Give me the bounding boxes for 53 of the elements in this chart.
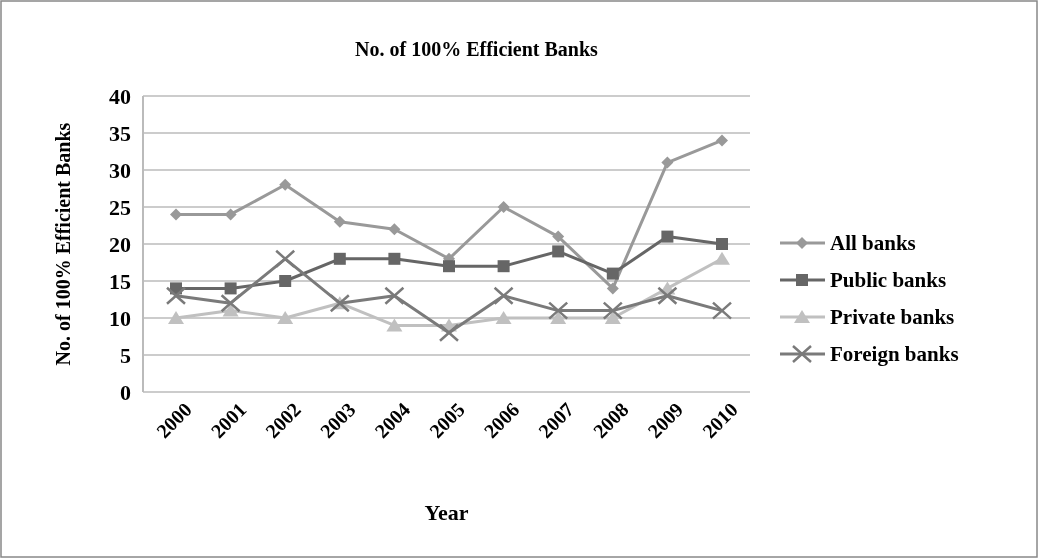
- point: [657, 286, 678, 306]
- point: [497, 201, 510, 213]
- legend-label: Public banks: [830, 268, 947, 293]
- point: [384, 286, 405, 306]
- legend-label: All banks: [830, 231, 916, 256]
- point: [714, 251, 730, 265]
- point: [716, 238, 728, 250]
- point: [443, 260, 455, 273]
- point: [279, 178, 292, 191]
- point: [552, 245, 565, 258]
- point: [170, 208, 182, 221]
- point: [168, 311, 184, 324]
- point: [386, 318, 403, 332]
- y-tick-label: 40: [109, 83, 131, 109]
- point: [493, 286, 514, 306]
- x-axis-title: Year: [424, 500, 469, 525]
- y-tick-label: 35: [109, 120, 131, 146]
- point: [333, 252, 346, 265]
- y-axis-title: No. of 100% Efficient Banks: [52, 122, 74, 366]
- point: [604, 311, 621, 324]
- point: [602, 301, 624, 320]
- y-tick-label: 10: [109, 305, 131, 331]
- point: [220, 293, 241, 313]
- point: [606, 282, 619, 295]
- point: [388, 252, 401, 265]
- point: [279, 275, 292, 287]
- y-tick-label: 20: [109, 231, 131, 257]
- point: [222, 303, 239, 317]
- chart-title: No. of 100% Efficient Banks: [355, 38, 599, 60]
- point: [661, 230, 674, 243]
- point: [165, 286, 187, 306]
- point: [547, 301, 569, 320]
- point: [711, 301, 733, 320]
- point: [333, 215, 346, 228]
- point: [388, 223, 401, 236]
- point: [274, 249, 296, 269]
- y-tick-label: 25: [109, 194, 131, 220]
- point: [552, 230, 565, 243]
- point: [606, 267, 619, 280]
- point: [716, 134, 728, 147]
- legend-label: Private banks: [830, 305, 955, 330]
- y-tick-label: 5: [120, 342, 131, 368]
- point: [550, 311, 567, 324]
- point: [497, 260, 510, 273]
- y-tick-label: 0: [120, 379, 131, 405]
- legend-label: Foreign banks: [830, 342, 959, 367]
- point: [277, 311, 294, 324]
- point: [495, 311, 512, 324]
- point: [661, 156, 674, 169]
- point: [438, 323, 460, 343]
- y-tick-label: 30: [109, 157, 131, 183]
- point: [224, 282, 237, 295]
- y-tick-label: 15: [109, 268, 131, 294]
